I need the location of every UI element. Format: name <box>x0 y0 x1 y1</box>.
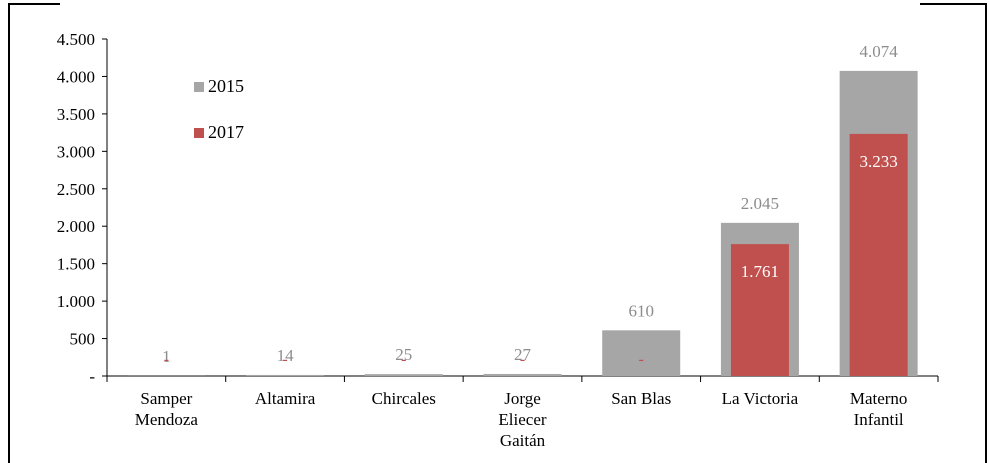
legend: 2015 2017 <box>194 76 244 142</box>
y-tick-label: 500 <box>70 330 96 349</box>
bars <box>127 71 917 376</box>
bar-2015 <box>246 375 324 376</box>
y-tick-label: 1.000 <box>57 292 95 311</box>
data-label-2017: - <box>282 351 287 368</box>
y-tick-label: - <box>89 367 95 386</box>
category-label: Gaitán <box>500 431 546 450</box>
legend-swatch-2015 <box>194 82 204 92</box>
category-label: Infantil <box>854 410 904 429</box>
category-label: Materno <box>850 389 908 408</box>
y-axis: 4.500 4.000 3.500 3.000 2.500 2.000 1.500 1.000… <box>57 30 107 386</box>
data-label-2017: - <box>520 351 525 368</box>
data-label-2015: 2.045 <box>741 194 779 213</box>
y-tick-label: 4.000 <box>57 67 95 86</box>
y-tick-label: 1.500 <box>57 255 95 274</box>
y-tick-label: 2.000 <box>57 217 95 236</box>
category-label: San Blas <box>611 389 671 408</box>
y-tick-label: 2.500 <box>57 180 95 199</box>
x-axis <box>107 376 938 382</box>
category-label: Altamira <box>255 389 316 408</box>
category-label: Mendoza <box>135 410 199 429</box>
category-labels: Samper Mendoza Altamira Chircales Jorge Eliec… <box>135 389 908 450</box>
bar-2015 <box>365 374 443 376</box>
bar-2015 <box>484 374 562 376</box>
category-label: La Victoria <box>722 389 799 408</box>
data-label-2015: 610 <box>628 301 654 320</box>
y-tick-label: 3.500 <box>57 105 95 124</box>
data-label-2017: - <box>401 351 406 368</box>
legend-swatch-2017 <box>194 128 204 138</box>
title-clip-area <box>60 0 920 14</box>
category-label: Jorge <box>504 389 541 408</box>
data-label-2017: - <box>639 351 644 368</box>
category-label: Chircales <box>372 389 436 408</box>
category-label: Samper <box>140 389 192 408</box>
category-label: Eliecer <box>498 410 546 429</box>
y-tick-label: 4.500 <box>57 30 95 49</box>
data-label-2017: 1.761 <box>741 262 779 281</box>
data-label-2017: - <box>164 351 169 368</box>
data-label-2017: 3.233 <box>860 152 898 171</box>
clipped-title-fragment <box>60 0 920 14</box>
legend-label-2017: 2017 <box>208 122 244 142</box>
legend-label-2015: 2015 <box>208 76 244 96</box>
data-label-2015: 4.074 <box>860 42 899 61</box>
y-tick-label: 3.000 <box>57 142 95 161</box>
